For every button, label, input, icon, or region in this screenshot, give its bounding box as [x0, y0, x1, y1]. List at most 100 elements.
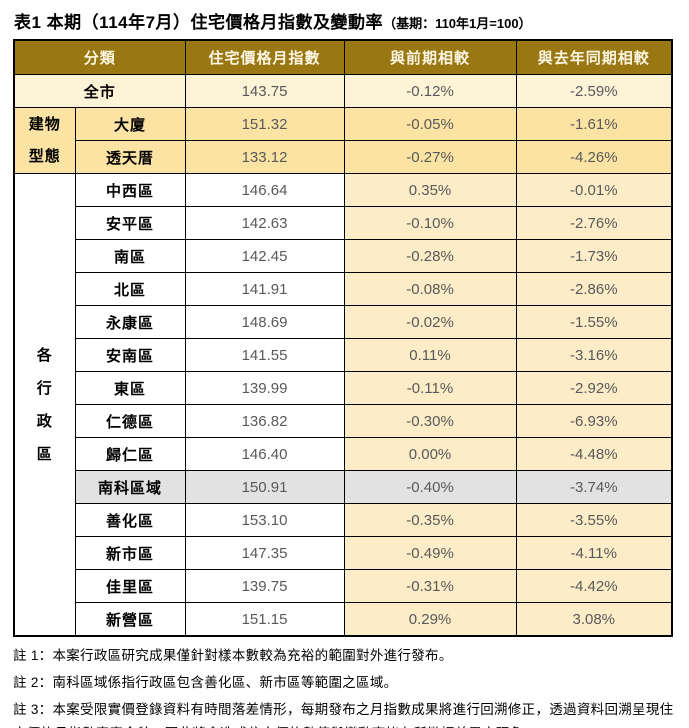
district-yoy-value: -2.76%: [515, 206, 673, 240]
footnote-1: 註 1：本案行政區研究成果僅針對樣本數較為充裕的範圍對外進行發布。: [13, 648, 453, 663]
district-row-13: 新營區 151.15 0.29% 3.08%: [14, 602, 673, 637]
building-mom-value: -0.05%: [343, 107, 517, 141]
district-name: 南科區域: [74, 470, 186, 504]
district-name: 永康區: [74, 305, 186, 339]
district-name: 安南區: [74, 338, 186, 372]
price-index-table: 分類 住宅價格月指數 與前期相較 與去年同期相較 全市 143.75 -0.12…: [13, 39, 674, 637]
district-mom-value: -0.49%: [343, 536, 517, 570]
district-index-value: 141.55: [184, 338, 345, 372]
district-mom-value: 0.35%: [343, 173, 517, 207]
header-index: 住宅價格月指數: [184, 39, 345, 75]
citywide-name: 全市: [13, 74, 186, 108]
district-index-value: 142.63: [184, 206, 345, 240]
district-index-value: 139.75: [184, 569, 345, 603]
building-index-value: 151.32: [184, 107, 345, 141]
district-row-12: 佳里區 139.75 -0.31% -4.42%: [14, 569, 673, 603]
district-name: 東區: [74, 371, 186, 405]
district-row-1: 安平區 142.63 -0.10% -2.76%: [14, 206, 673, 240]
district-name: 新市區: [74, 536, 186, 570]
district-group-label: 各 行 政 區: [13, 173, 76, 637]
district-mom-value: -0.02%: [343, 305, 517, 339]
district-name: 中西區: [74, 173, 186, 207]
district-name: 佳里區: [74, 569, 186, 603]
district-yoy-value: -0.01%: [515, 173, 673, 207]
district-yoy-value: -1.55%: [515, 305, 673, 339]
footnote-2: 註 2：南科區域係指行政區包含善化區、新市區等範圍之區域。: [13, 675, 398, 691]
district-name: 北區: [74, 272, 186, 306]
district-mom-value: 0.11%: [343, 338, 517, 372]
district-mom-value: -0.30%: [343, 404, 517, 438]
district-yoy-value: -3.74%: [515, 470, 673, 504]
district-mom-value: 0.29%: [343, 602, 517, 637]
district-row-3: 北區 141.91 -0.08% -2.86%: [14, 272, 673, 306]
building-mom-value: -0.27%: [343, 140, 517, 174]
district-index-value: 151.15: [184, 602, 345, 637]
district-yoy-value: -4.42%: [515, 569, 673, 603]
building-group-label: 建物 型態: [13, 107, 76, 174]
building-yoy-value: -1.61%: [515, 107, 673, 141]
district-mom-value: -0.31%: [343, 569, 517, 603]
district-row-9-highlight: 南科區域 150.91 -0.40% -3.74%: [14, 470, 673, 504]
district-index-value: 148.69: [184, 305, 345, 339]
citywide-mom-value: -0.12%: [343, 74, 517, 108]
citywide-yoy-value: -2.59%: [515, 74, 673, 108]
district-index-value: 146.64: [184, 173, 345, 207]
district-name: 新營區: [74, 602, 186, 637]
district-mom-value: -0.10%: [343, 206, 517, 240]
district-index-value: 141.91: [184, 272, 345, 306]
district-mom-value: -0.28%: [343, 239, 517, 273]
district-mom-value: 0.00%: [343, 437, 517, 471]
district-name: 仁德區: [74, 404, 186, 438]
building-row-0: 建物 型態 大廈 151.32 -0.05% -1.61%: [13, 107, 673, 174]
header-category: 分類: [13, 39, 186, 75]
district-row-7: 仁德區 136.82 -0.30% -6.93%: [14, 404, 673, 438]
district-row-10: 善化區 153.10 -0.35% -3.55%: [14, 503, 673, 537]
district-mom-value: -0.35%: [343, 503, 517, 537]
district-yoy-value: -6.93%: [515, 404, 673, 438]
district-mom-value: -0.11%: [343, 371, 517, 405]
district-row-11: 新市區 147.35 -0.49% -4.11%: [14, 536, 673, 570]
citywide-index-value: 143.75: [184, 74, 345, 108]
table-title-main: 表1 本期（114年7月）住宅價格月指數及變動率: [14, 13, 384, 32]
district-index-value: 139.99: [184, 371, 345, 405]
district-row-4: 永康區 148.69 -0.02% -1.55%: [14, 305, 673, 339]
district-index-value: 153.10: [184, 503, 345, 537]
district-yoy-value: -4.11%: [515, 536, 673, 570]
district-row-2: 南區 142.45 -0.28% -1.73%: [14, 239, 673, 273]
district-yoy-value: -3.55%: [515, 503, 673, 537]
district-yoy-value: -2.92%: [515, 371, 673, 405]
district-index-value: 150.91: [184, 470, 345, 504]
header-yoy: 與去年同期相較: [515, 39, 673, 75]
district-row-6: 東區 139.99 -0.11% -2.92%: [14, 371, 673, 405]
district-yoy-value: -3.16%: [515, 338, 673, 372]
district-name: 歸仁區: [74, 437, 186, 471]
district-index-value: 147.35: [184, 536, 345, 570]
header-mom: 與前期相較: [343, 39, 517, 75]
building-row-1: 透天厝 133.12 -0.27% -4.26%: [14, 140, 673, 174]
district-name: 南區: [74, 239, 186, 273]
district-index-value: 146.40: [184, 437, 345, 471]
district-yoy-value: -4.48%: [515, 437, 673, 471]
footnotes: 註 1：本案行政區研究成果僅針對樣本數較為充裕的範圍對外進行發布。 註 2：南科…: [13, 644, 676, 728]
district-yoy-value: -1.73%: [515, 239, 673, 273]
district-row-5: 安南區 141.55 0.11% -3.16%: [14, 338, 673, 372]
district-name: 善化區: [74, 503, 186, 537]
district-yoy-value: 3.08%: [515, 602, 673, 637]
district-mom-value: -0.40%: [343, 470, 517, 504]
district-yoy-value: -2.86%: [515, 272, 673, 306]
header-row: 分類 住宅價格月指數 與前期相較 與去年同期相較: [13, 39, 673, 75]
citywide-row: 全市 143.75 -0.12% -2.59%: [13, 74, 673, 108]
footnote-3: 註 3：本案受限實價登錄資料有時間落差情形，每期發布之月指數成果將進行回溯修正，…: [13, 702, 674, 728]
district-row-0: 各 行 政 區 中西區 146.64 0.35% -0.01%: [13, 173, 673, 637]
table-title: 表1 本期（114年7月）住宅價格月指數及變動率（基期：110年1月=100）: [14, 8, 676, 33]
building-name: 大廈: [74, 107, 186, 141]
building-name: 透天厝: [74, 140, 186, 174]
district-index-value: 142.45: [184, 239, 345, 273]
building-index-value: 133.12: [184, 140, 345, 174]
building-yoy-value: -4.26%: [515, 140, 673, 174]
district-row-8: 歸仁區 146.40 0.00% -4.48%: [14, 437, 673, 471]
district-index-value: 136.82: [184, 404, 345, 438]
district-mom-value: -0.08%: [343, 272, 517, 306]
table-title-base-note: （基期：110年1月=100）: [383, 16, 532, 31]
